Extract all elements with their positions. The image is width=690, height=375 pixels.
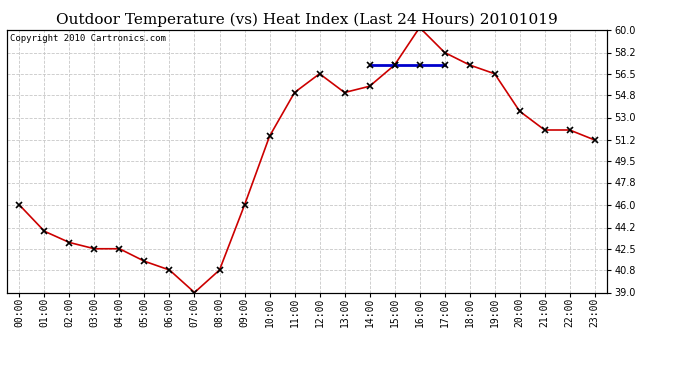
Title: Outdoor Temperature (vs) Heat Index (Last 24 Hours) 20101019: Outdoor Temperature (vs) Heat Index (Las… <box>56 13 558 27</box>
Text: Copyright 2010 Cartronics.com: Copyright 2010 Cartronics.com <box>10 34 166 43</box>
